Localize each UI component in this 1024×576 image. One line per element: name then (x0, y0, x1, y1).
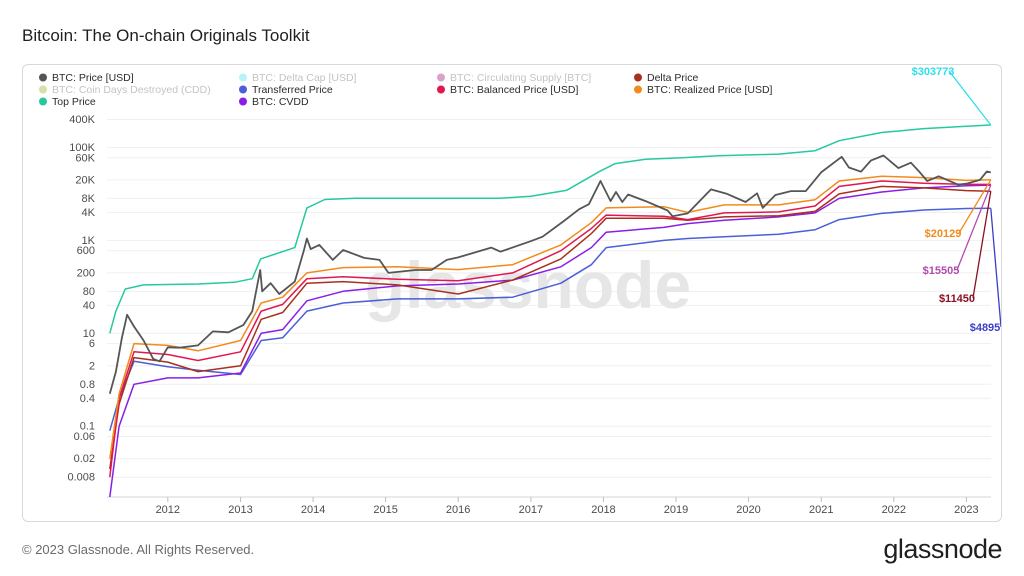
legend-label: BTC: Circulating Supply [BTC] (450, 72, 591, 84)
legend-item-btc-realized-price-usd[interactable]: BTC: Realized Price [USD] (634, 84, 773, 96)
x-tick-label: 2015 (373, 504, 397, 516)
callout-top-price: $303773 (912, 66, 955, 78)
legend-label: Top Price (52, 96, 96, 108)
legend-swatch (39, 85, 47, 94)
y-tick-label: 200 (77, 267, 95, 279)
y-tick-label: 4K (82, 207, 96, 219)
series-lines (108, 124, 991, 498)
x-tick-label: 2013 (228, 504, 252, 516)
x-tick-label: 2021 (809, 504, 833, 516)
value-callouts: $303773 $20129 $15505 $11450 $4895 (912, 66, 1002, 334)
legend-label: Delta Price (647, 72, 699, 84)
copyright-text: © 2023 Glassnode. All Rights Reserved. (22, 542, 255, 557)
x-tick-label: 2018 (591, 504, 615, 516)
legend-label: Transferred Price (252, 84, 333, 96)
callout-leader-line (972, 191, 992, 299)
legend-swatch (437, 85, 445, 94)
series-line-btc-cvdd (109, 184, 991, 498)
legend-swatch (39, 97, 47, 106)
y-tick-label: 0.06 (74, 431, 95, 443)
x-tick-label: 2020 (736, 504, 760, 516)
series-line-top-price (109, 124, 991, 334)
callout-transferred-price: $4895 (970, 322, 1001, 334)
y-tick-label: 80 (83, 286, 95, 298)
legend-swatch (239, 85, 247, 94)
legend-label: BTC: Balanced Price [USD] (450, 84, 578, 96)
y-tick-label: 10 (83, 328, 95, 340)
legend-swatch (239, 97, 247, 106)
y-tick-label: 8K (82, 193, 96, 205)
legend-swatch (239, 73, 247, 82)
callout-leader-line (958, 179, 992, 234)
y-tick-label: 0.008 (67, 472, 95, 484)
x-axis-ticks: 2012 2013 2014 2015 2016 2017 2018 2019 2020 2021… (107, 496, 991, 516)
legend-item-btc-circulating-supply-btc[interactable]: BTC: Circulating Supply [BTC] (437, 72, 591, 84)
y-tick-label: 1K (82, 235, 96, 247)
callout-btc-realized-price-usd: $20129 (925, 228, 962, 240)
chart-panel: glassnode 400K 100K 60K 20K 8K 4K 1K 600 200 80 40… (22, 64, 1002, 522)
y-tick-label: 60K (75, 152, 95, 164)
y-tick-label: 2 (89, 360, 95, 372)
y-tick-label: 0.8 (80, 379, 95, 391)
legend-swatch (634, 73, 642, 82)
callout-leader-line (956, 184, 992, 271)
y-tick-label: 600 (77, 245, 95, 257)
legend-label: BTC: Coin Days Destroyed (CDD) (52, 84, 211, 96)
page-title: Bitcoin: The On-chain Originals Toolkit (22, 26, 310, 45)
legend-swatch (634, 85, 642, 94)
legend-item-transferred-price[interactable]: Transferred Price (239, 84, 333, 96)
x-tick-label: 2019 (664, 504, 688, 516)
legend-item-top-price[interactable]: Top Price (39, 96, 96, 108)
y-tick-label: 20K (75, 174, 95, 186)
y-tick-label: 400K (69, 114, 95, 126)
chart-svg[interactable]: glassnode 400K100K60K20K8K4K1K6002008040… (23, 65, 1002, 521)
legend-item-btc-delta-cap-usd[interactable]: BTC: Delta Cap [USD] (239, 72, 357, 84)
legend-swatch (39, 73, 47, 82)
callout-btc-cvdd: $15505 (923, 265, 960, 277)
callout-delta-price: $11450 (939, 293, 975, 305)
series-line-btc-price-usd (108, 154, 991, 395)
legend-label: BTC: CVDD (252, 96, 309, 108)
legend-item-btc-cvdd[interactable]: BTC: CVDD (239, 96, 309, 108)
x-tick-label: 2022 (882, 504, 906, 516)
y-tick-label: 0.02 (74, 453, 95, 465)
glassnode-logo[interactable]: glassnode (883, 534, 1002, 564)
y-tick-label: 100K (69, 142, 95, 154)
x-tick-label: 2014 (301, 504, 325, 516)
series-line-btc-balanced-price-usd (109, 180, 991, 478)
series-line-btc-realized-price-usd (109, 175, 991, 459)
x-tick-label: 2012 (156, 504, 180, 516)
legend-item-btc-coin-days-destroyed-cdd[interactable]: BTC: Coin Days Destroyed (CDD) (39, 84, 211, 96)
legend-swatch (437, 73, 445, 82)
y-tick-label: 0.1 (80, 421, 95, 433)
series-line-delta-price (109, 185, 991, 470)
x-tick-label: 2023 (954, 504, 978, 516)
y-tick-label: 0.4 (80, 393, 95, 405)
legend-item-delta-price[interactable]: Delta Price (634, 72, 699, 84)
legend-label: BTC: Realized Price [USD] (647, 84, 773, 96)
y-tick-label: 6 (89, 338, 95, 350)
legend: BTC: Price [USD] BTC: Delta Cap [USD] BTC:… (39, 72, 773, 108)
x-tick-label: 2016 (446, 504, 470, 516)
x-tick-label: 2017 (519, 504, 543, 516)
y-tick-label: 40 (83, 300, 95, 312)
legend-label: BTC: Delta Cap [USD] (252, 72, 357, 84)
legend-item-btc-price-usd[interactable]: BTC: Price [USD] (39, 72, 134, 84)
legend-label: BTC: Price [USD] (52, 72, 134, 84)
legend-item-btc-balanced-price-usd[interactable]: BTC: Balanced Price [USD] (437, 84, 578, 96)
callout-leader-line (948, 70, 992, 126)
callout-leader-line (990, 208, 1002, 328)
